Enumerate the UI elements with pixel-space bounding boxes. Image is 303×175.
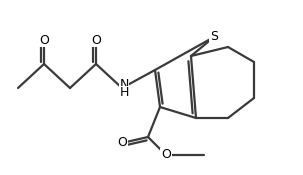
Text: N: N [119,78,129,90]
Text: O: O [117,136,127,149]
Text: H: H [119,86,129,100]
Text: O: O [39,33,49,47]
Text: O: O [161,149,171,162]
Text: S: S [210,30,218,44]
Text: O: O [91,33,101,47]
